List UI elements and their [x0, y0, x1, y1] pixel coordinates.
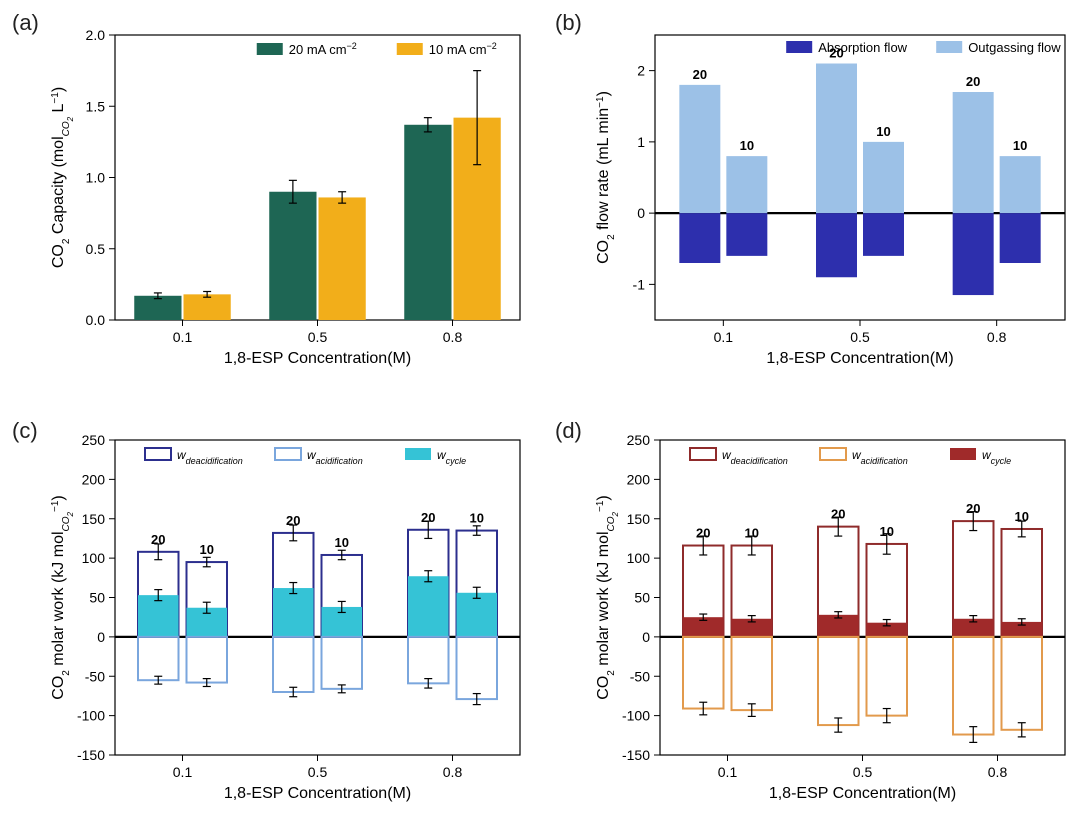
- panel-b-label: (b): [555, 10, 582, 36]
- svg-text:0.8: 0.8: [988, 764, 1008, 780]
- panel-c-label: (c): [12, 418, 38, 444]
- svg-text:1,8-ESP Concentration(M): 1,8-ESP Concentration(M): [224, 350, 411, 367]
- svg-text:10: 10: [470, 511, 484, 526]
- svg-text:0.5: 0.5: [308, 329, 328, 345]
- svg-text:100: 100: [627, 550, 651, 566]
- svg-text:20: 20: [286, 513, 300, 528]
- svg-text:10: 10: [1015, 509, 1029, 524]
- svg-text:250: 250: [627, 432, 651, 448]
- svg-text:200: 200: [82, 471, 106, 487]
- svg-text:0.5: 0.5: [850, 329, 870, 345]
- svg-text:10 mA cm−2: 10 mA cm−2: [429, 41, 497, 57]
- chart-c: -150 -100 -50 0 50 100 150 200 250 CO2 molar work…: [45, 420, 535, 810]
- svg-text:wacidification: wacidification: [307, 448, 363, 466]
- svg-text:1.0: 1.0: [86, 170, 106, 186]
- panel-a: 0.0 0.5 1.0 1.5 2.0 CO2 Capacity (molCO2 L−1)…: [45, 15, 535, 375]
- svg-text:-150: -150: [77, 747, 105, 763]
- svg-text:20 mA cm−2: 20 mA cm−2: [289, 41, 357, 57]
- svg-text:CO2 molar work (kJ molCO2−1): CO2 molar work (kJ molCO2−1): [50, 495, 76, 699]
- svg-text:0.8: 0.8: [987, 329, 1007, 345]
- svg-text:0.1: 0.1: [173, 764, 193, 780]
- svg-text:0.1: 0.1: [718, 764, 738, 780]
- svg-text:10: 10: [335, 535, 349, 550]
- svg-text:20: 20: [966, 74, 980, 89]
- chart-d: -150 -100 -50 0 50 100 150 200 250 CO2 molar work…: [590, 420, 1080, 810]
- panel-d: -150 -100 -50 0 50 100 150 200 250 CO2 molar work…: [590, 420, 1080, 810]
- panel-b: -1 0 1 2 CO2 flow rate (mL min−1) 0.1 20 10 0.5 2…: [590, 15, 1080, 375]
- svg-text:0.0: 0.0: [86, 312, 106, 328]
- svg-text:2: 2: [637, 63, 645, 79]
- svg-text:10: 10: [880, 524, 894, 539]
- svg-text:wdeacidification: wdeacidification: [722, 448, 788, 466]
- svg-text:20: 20: [966, 501, 980, 516]
- svg-text:wcycle: wcycle: [437, 448, 466, 466]
- svg-text:20: 20: [831, 507, 845, 522]
- svg-text:Absorption flow: Absorption flow: [818, 40, 907, 55]
- svg-text:0.1: 0.1: [173, 329, 193, 345]
- svg-text:0: 0: [637, 205, 645, 221]
- svg-text:0: 0: [97, 629, 105, 645]
- svg-text:1,8-ESP Concentration(M): 1,8-ESP Concentration(M): [224, 785, 411, 802]
- svg-text:-100: -100: [622, 708, 650, 724]
- svg-text:1: 1: [637, 134, 645, 150]
- svg-text:250: 250: [82, 432, 106, 448]
- svg-text:200: 200: [627, 471, 651, 487]
- svg-text:-50: -50: [630, 668, 650, 684]
- svg-text:-100: -100: [77, 708, 105, 724]
- svg-text:10: 10: [200, 542, 214, 557]
- svg-text:wacidification: wacidification: [852, 448, 908, 466]
- svg-text:CO2 Capacity (molCO2 L−1): CO2 Capacity (molCO2 L−1): [50, 87, 76, 268]
- svg-text:-1: -1: [633, 276, 646, 292]
- svg-text:-150: -150: [622, 747, 650, 763]
- chart-a: 0.0 0.5 1.0 1.5 2.0 CO2 Capacity (molCO2 L−1)…: [45, 15, 535, 375]
- svg-text:0.8: 0.8: [443, 329, 463, 345]
- svg-text:wcycle: wcycle: [982, 448, 1011, 466]
- svg-text:0.1: 0.1: [714, 329, 734, 345]
- svg-text:0.8: 0.8: [443, 764, 463, 780]
- svg-text:0.5: 0.5: [86, 241, 106, 257]
- svg-text:1,8-ESP Concentration(M): 1,8-ESP Concentration(M): [766, 350, 953, 367]
- svg-text:20: 20: [693, 67, 707, 82]
- svg-text:150: 150: [627, 511, 651, 527]
- svg-text:10: 10: [1013, 138, 1027, 153]
- figure-page: (a) (b) (c) (d) 0.0 0.5 1.0 1.5 2.0 CO2 Capac…: [0, 0, 1080, 814]
- svg-text:10: 10: [876, 124, 890, 139]
- svg-text:20: 20: [421, 510, 435, 525]
- svg-text:2.0: 2.0: [86, 27, 106, 43]
- svg-text:50: 50: [634, 590, 650, 606]
- svg-text:150: 150: [82, 511, 106, 527]
- svg-text:0: 0: [642, 629, 650, 645]
- panel-c: -150 -100 -50 0 50 100 150 200 250 CO2 molar work…: [45, 420, 535, 810]
- panel-a-label: (a): [12, 10, 39, 36]
- svg-text:Outgassing flow: Outgassing flow: [968, 40, 1061, 55]
- svg-text:20: 20: [696, 526, 710, 541]
- svg-text:10: 10: [740, 138, 754, 153]
- chart-b: -1 0 1 2 CO2 flow rate (mL min−1) 0.1 20 10 0.5 2…: [590, 15, 1080, 375]
- svg-text:-50: -50: [85, 668, 105, 684]
- svg-text:100: 100: [82, 550, 106, 566]
- svg-text:wdeacidification: wdeacidification: [177, 448, 243, 466]
- svg-text:1.5: 1.5: [86, 98, 106, 114]
- svg-text:50: 50: [89, 590, 105, 606]
- svg-text:20: 20: [151, 532, 165, 547]
- svg-text:CO2 molar work (kJ molCO2−1): CO2 molar work (kJ molCO2−1): [595, 495, 621, 699]
- svg-text:0.5: 0.5: [308, 764, 328, 780]
- svg-text:0.5: 0.5: [853, 764, 873, 780]
- svg-text:CO2 flow rate (mL min−1): CO2 flow rate (mL min−1): [595, 91, 617, 264]
- panel-d-label: (d): [555, 418, 582, 444]
- svg-text:1,8-ESP Concentration(M): 1,8-ESP Concentration(M): [769, 785, 956, 802]
- svg-text:10: 10: [745, 526, 759, 541]
